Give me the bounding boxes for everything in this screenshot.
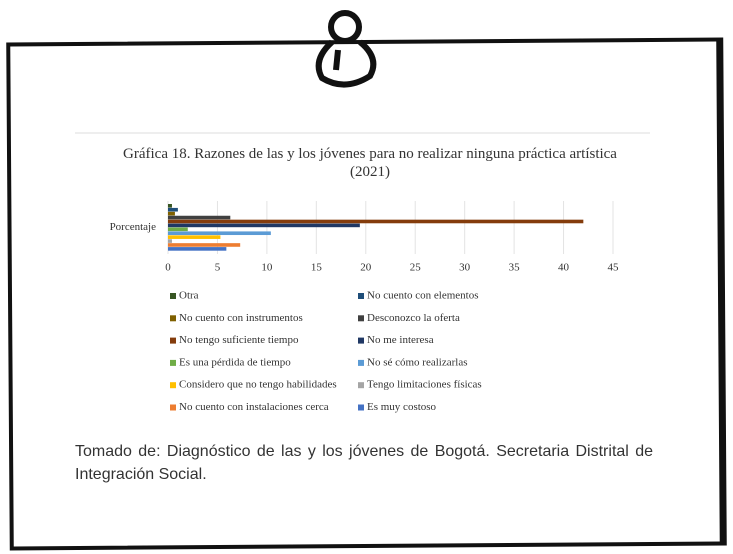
bar	[168, 204, 172, 208]
legend-swatch	[170, 293, 176, 299]
legend-label: Es una pérdida de tiempo	[179, 356, 291, 368]
legend-swatch	[358, 293, 364, 299]
legend-swatch	[170, 404, 176, 411]
chart-title: Gráfica 18. Razones de las y los jóvenes…	[123, 146, 617, 180]
legend-swatch	[358, 382, 364, 389]
bar	[168, 215, 231, 220]
x-tick-label: 40	[558, 262, 570, 274]
legend-swatch	[358, 337, 364, 344]
bar	[168, 235, 221, 239]
x-tick-label: 25	[410, 262, 422, 274]
legend-label: Tengo limitaciones físicas	[367, 379, 482, 391]
legend-label: No sé cómo realizarlas	[367, 356, 467, 368]
legend-swatch	[170, 382, 176, 389]
x-tick-label: 5	[215, 262, 221, 274]
bar	[168, 247, 227, 251]
legend-label: Es muy costoso	[367, 401, 437, 413]
legend-label: No cuento con instalaciones cerca	[179, 401, 329, 413]
x-tick-label: 10	[261, 262, 273, 274]
legend-label: No cuento con elementos	[367, 290, 479, 302]
bar	[168, 227, 188, 232]
legend-swatch	[170, 315, 176, 322]
caption: Tomado de: Diagnóstico de las y los jóve…	[75, 443, 653, 483]
legend-swatch	[358, 404, 364, 411]
legend-swatch	[358, 359, 364, 366]
bar	[168, 211, 175, 216]
legend-label: Otra	[179, 290, 199, 302]
bar	[168, 231, 271, 236]
x-tick-label: 0	[165, 262, 171, 274]
y-tick-label: Porcentaje	[110, 221, 157, 233]
legend-swatch	[170, 337, 176, 344]
legend-label: Desconozco la oferta	[367, 312, 460, 324]
legend-label: No me interesa	[367, 334, 434, 346]
x-tick-label: 15	[311, 262, 323, 274]
legend-swatch	[358, 315, 364, 322]
legend-label: No cuento con instrumentos	[179, 312, 303, 324]
x-tick-label: 20	[360, 262, 372, 274]
x-tick-label: 45	[608, 262, 620, 274]
legend-swatch	[170, 359, 176, 366]
legend-label: Considero que no tengo habilidades	[179, 379, 337, 391]
bar	[168, 219, 584, 224]
bar	[168, 239, 172, 243]
x-tick-label: 35	[509, 262, 521, 274]
pin	[315, 10, 377, 88]
bar	[168, 223, 360, 228]
legend-label: No tengo suficiente tiempo	[179, 334, 299, 346]
x-tick-label: 30	[459, 262, 471, 274]
bar	[168, 207, 178, 212]
bar	[168, 243, 241, 247]
